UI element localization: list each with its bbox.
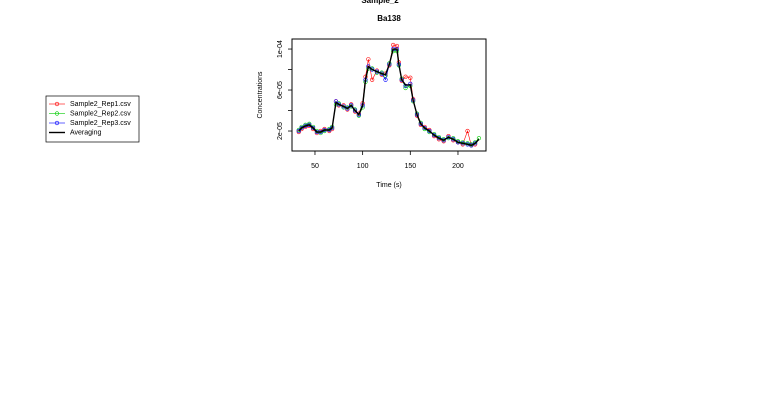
legend-label: Averaging [70,129,102,136]
legend-box [45,95,140,143]
plot-frame [291,38,487,152]
y-axis-label: Concentrations [257,71,264,119]
data-point [299,125,304,131]
chart-title: Sample_2 [361,0,399,5]
data-point [473,141,478,146]
data-point [383,77,388,82]
y-tick-label: 2e-05 [277,122,284,140]
data-point [451,137,456,142]
data-point [370,77,375,82]
data-point [374,69,380,74]
data-point [345,106,350,111]
x-tick-label: 200 [452,163,464,170]
data-point [310,125,316,131]
legend-label: Sample2_Rep3.csv [70,120,131,127]
data-point [296,128,301,134]
legend-label: Sample2_Rep1.csv [70,101,131,108]
data-point [391,42,396,48]
data-point [465,128,470,134]
data-point [432,133,437,138]
data-point [349,103,354,108]
data-point [408,75,413,80]
chart-subtitle: Ba138 [377,14,401,23]
data-point [446,135,451,140]
x-tick-label: 50 [311,163,319,170]
legend-marker [54,101,60,107]
data-point [441,138,446,143]
data-point [422,125,427,131]
data-point [341,104,346,109]
data-point [336,102,341,107]
data-point [436,136,442,141]
average-line [298,48,480,147]
data-point [352,108,358,113]
y-tick-label: 6e-05 [277,81,284,99]
x-tick-label: 100 [357,163,369,170]
data-point [427,128,432,134]
data-point [403,74,408,79]
y-tick-label: 1e-04 [277,40,284,58]
legend-label: Sample2_Rep2.csv [70,110,131,117]
data-point [394,43,400,49]
x-tick-label: 150 [404,163,416,170]
legend-marker [54,111,60,116]
x-axis-label: Time (s) [376,182,401,189]
legend-marker [54,120,60,126]
data-point [366,57,371,62]
data-point [370,67,375,72]
